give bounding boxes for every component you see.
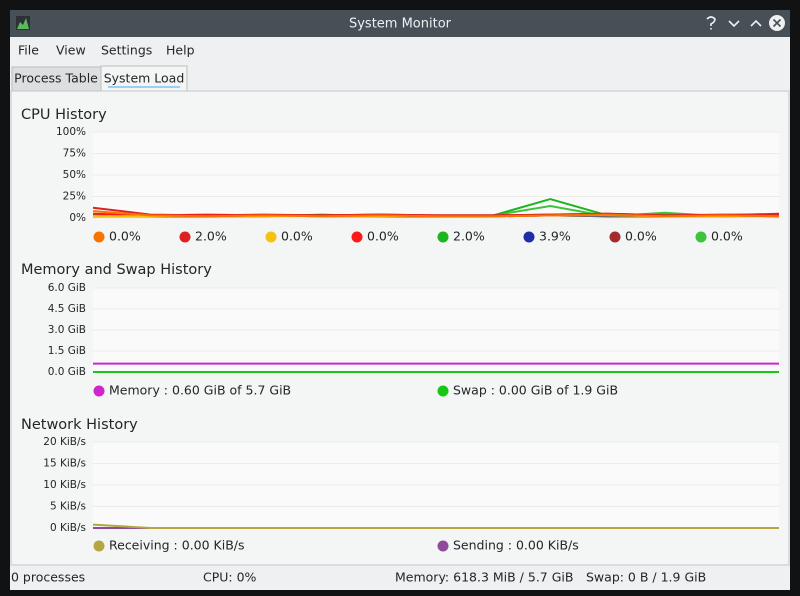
app-icon (16, 16, 30, 30)
legend-swatch (93, 385, 105, 397)
y-tick-label: 15 KiB/s (43, 458, 86, 470)
y-tick-label: 25% (63, 191, 86, 203)
legend-label: 3.9% (539, 229, 571, 244)
legend-swatch (179, 231, 191, 243)
legend-swatch (93, 231, 105, 243)
legend-label: Swap : 0.00 GiB of 1.9 GiB (453, 383, 618, 398)
minimize-button[interactable] (728, 20, 740, 28)
legend-swatch (265, 231, 277, 243)
legend-swatch (437, 385, 449, 397)
title-bar (10, 10, 790, 37)
series-line (92, 523, 779, 529)
legend-label: Receiving : 0.00 KiB/s (109, 538, 245, 553)
y-tick-label: 0 KiB/s (50, 522, 86, 534)
maximize-button[interactable] (750, 19, 762, 27)
status-item: Memory: 618.3 MiB / 5.7 GiB (395, 570, 573, 585)
legend-label: 0.0% (711, 229, 743, 244)
status-item: Swap: 0 B / 1.9 GiB (586, 570, 706, 585)
y-tick-label: 100% (56, 126, 86, 138)
chart-title: CPU History (21, 107, 107, 123)
y-tick-label: 1.5 GiB (48, 345, 86, 357)
legend-label: 0.0% (367, 229, 399, 244)
tab-bar: Process Table System Load (14, 71, 184, 86)
window-buttons[interactable] (706, 15, 785, 31)
status-item: 0 processes (11, 570, 85, 585)
legend-label: Sending : 0.00 KiB/s (453, 538, 579, 553)
legend-label: 0.0% (625, 229, 657, 244)
y-tick-label: 50% (63, 169, 86, 181)
tab-label[interactable]: System Load (104, 71, 185, 86)
chart-title: Network History (21, 417, 138, 433)
y-tick-label: 10 KiB/s (43, 479, 86, 491)
status-bar: 0 processes CPU: 0% Memory: 618.3 MiB / 5.… (11, 570, 706, 585)
menu-item[interactable]: Settings (101, 43, 152, 58)
legend-swatch (695, 231, 707, 243)
legend-label: 0.0% (281, 229, 313, 244)
legend-label: 2.0% (195, 229, 227, 244)
y-tick-label: 0% (69, 212, 86, 224)
tab-inactive[interactable] (11, 66, 102, 92)
tab-label[interactable]: Process Table (14, 71, 98, 86)
legend-swatch (609, 231, 621, 243)
legend-swatch (437, 540, 449, 552)
legend-label: Memory : 0.60 GiB of 5.7 GiB (109, 383, 291, 398)
chart-title: Memory and Swap History (21, 262, 212, 278)
y-tick-label: 5 KiB/s (50, 501, 86, 513)
close-icon (772, 18, 782, 28)
legend-label: 2.0% (453, 229, 485, 244)
legend-label: 0.0% (109, 229, 141, 244)
y-tick-label: 20 KiB/s (43, 436, 86, 448)
window-title: System Monitor (349, 17, 452, 32)
y-tick-label: 3.0 GiB (48, 324, 86, 336)
charts: CPU History 0% 25% 50% 75% 100% 0.0% 2.0% 0.0% 0.… (21, 107, 780, 553)
y-tick-label: 0.0 GiB (48, 366, 86, 378)
series-line (92, 210, 780, 218)
menu-bar: File View Settings Help (18, 43, 195, 58)
legend-swatch (93, 540, 105, 552)
legend-swatch (351, 231, 363, 243)
y-tick-label: 6.0 GiB (48, 282, 86, 294)
y-tick-label: 4.5 GiB (48, 303, 86, 315)
legend-swatch (437, 231, 449, 243)
menu-item[interactable]: File (18, 43, 39, 58)
menu-item[interactable]: View (56, 43, 86, 58)
y-tick-label: 75% (63, 148, 86, 160)
legend-swatch (523, 231, 535, 243)
status-item: CPU: 0% (203, 570, 257, 585)
help-button[interactable] (706, 16, 716, 30)
menu-item[interactable]: Help (166, 43, 195, 58)
